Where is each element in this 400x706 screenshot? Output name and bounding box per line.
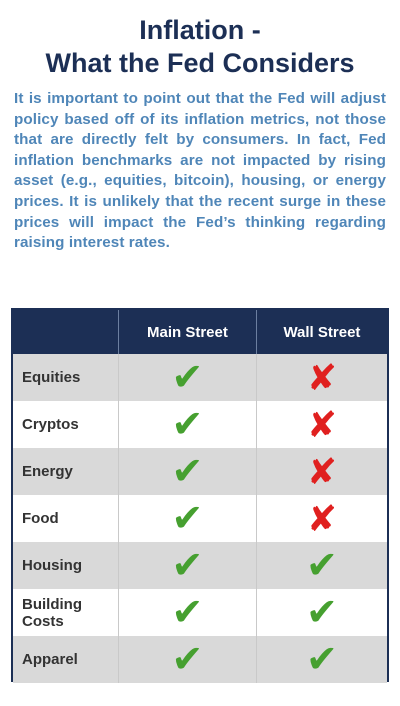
table-row: Apparel ✔ ✔ <box>13 636 387 683</box>
cross-icon: ✘ <box>306 356 337 398</box>
header-main-street: Main Street <box>118 310 257 354</box>
main-street-cell: ✔ <box>118 589 257 636</box>
checkmark-icon: ✔ <box>171 638 204 681</box>
intro-paragraph: It is important to point out that the Fe… <box>14 90 386 252</box>
header-blank <box>13 310 119 354</box>
main-street-cell: ✔ <box>118 448 257 495</box>
wall-street-cell: ✘ <box>255 448 387 495</box>
main-street-cell: ✔ <box>118 354 257 401</box>
row-label: Building Costs <box>13 589 119 636</box>
comparison-table: Main Street Wall Street Equities ✔ ✘ Crypto… <box>11 308 389 683</box>
cross-icon: ✘ <box>306 497 337 539</box>
checkmark-icon: ✔ <box>171 497 204 540</box>
title-line-1: Inflation - <box>139 15 261 45</box>
header-wall-street: Wall Street <box>255 310 387 354</box>
row-label: Cryptos <box>13 401 119 448</box>
table-header-row: Main Street Wall Street <box>13 310 387 354</box>
table-row: Building Costs ✔ ✔ <box>13 589 387 636</box>
wall-street-cell: ✘ <box>255 401 387 448</box>
checkmark-icon: ✔ <box>171 403 204 446</box>
row-label: Housing <box>13 542 119 589</box>
main-street-cell: ✔ <box>118 401 257 448</box>
cross-icon: ✘ <box>306 450 337 492</box>
checkmark-icon: ✔ <box>306 638 338 681</box>
title-line-2: What the Fed Considers <box>45 48 355 78</box>
wall-street-cell: ✘ <box>255 495 387 542</box>
main-street-cell: ✔ <box>118 636 257 683</box>
wall-street-cell: ✔ <box>255 636 387 683</box>
table-body: Equities ✔ ✘ Cryptos ✔ ✘ Energy ✔ ✘ Food ✔ ✘ Housing… <box>13 354 387 683</box>
cross-icon: ✘ <box>306 403 337 445</box>
table-row: Cryptos ✔ ✘ <box>13 401 387 448</box>
table-row: Housing ✔ ✔ <box>13 542 387 589</box>
checkmark-icon: ✔ <box>306 544 338 587</box>
wall-street-cell: ✔ <box>255 589 387 636</box>
table-row: Food ✔ ✘ <box>13 495 387 542</box>
checkmark-icon: ✔ <box>171 544 204 587</box>
checkmark-icon: ✔ <box>171 356 204 399</box>
page-title: Inflation - What the Fed Considers <box>0 14 400 80</box>
table-row: Energy ✔ ✘ <box>13 448 387 495</box>
wall-street-cell: ✘ <box>255 354 387 401</box>
checkmark-icon: ✔ <box>306 591 338 634</box>
main-street-cell: ✔ <box>118 542 257 589</box>
checkmark-icon: ✔ <box>171 591 204 634</box>
row-label: Energy <box>13 448 119 495</box>
checkmark-icon: ✔ <box>171 450 204 493</box>
wall-street-cell: ✔ <box>255 542 387 589</box>
row-label: Food <box>13 495 119 542</box>
row-label: Apparel <box>13 636 119 683</box>
table-row: Equities ✔ ✘ <box>13 354 387 401</box>
main-street-cell: ✔ <box>118 495 257 542</box>
row-label: Equities <box>13 354 119 401</box>
